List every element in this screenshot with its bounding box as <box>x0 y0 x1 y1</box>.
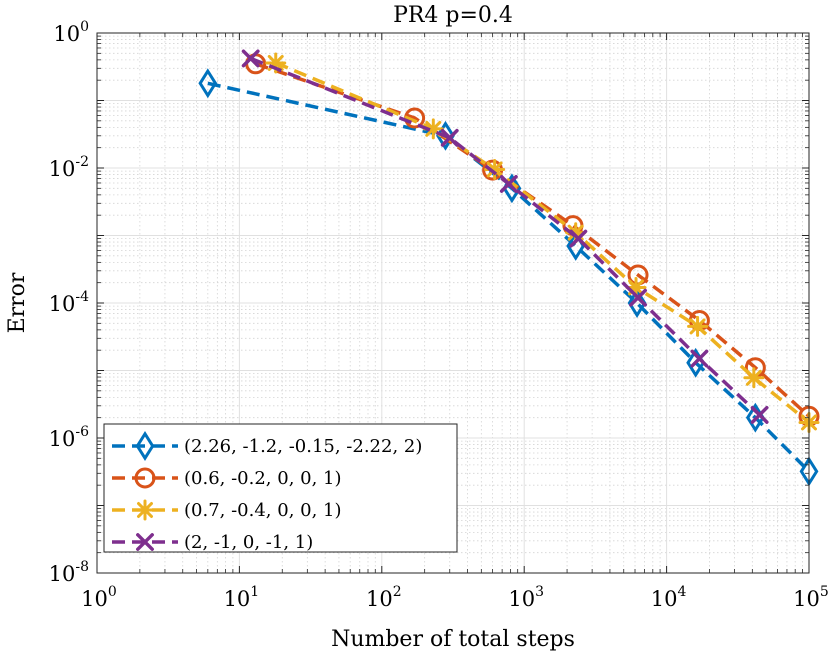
legend-label: (0.7, -0.4, 0, 0, 1) <box>184 500 342 521</box>
x-tick-label: 104 <box>651 584 687 611</box>
asterisk-marker <box>687 315 709 337</box>
tick-base: 10 <box>49 427 76 451</box>
legend-entry: (0.7, -0.4, 0, 0, 1) <box>112 499 342 521</box>
diamond-marker <box>198 68 218 99</box>
tick-base: 10 <box>651 587 678 611</box>
tick-base: 10 <box>53 22 80 46</box>
legend-label: (2.26, -1.2, -0.15, -2.22, 2) <box>184 436 422 457</box>
series-layer <box>198 49 820 487</box>
tick-exponent: -8 <box>75 559 89 575</box>
cross-marker <box>440 128 459 147</box>
tick-exponent: 4 <box>678 584 687 600</box>
asterisk-stroke <box>745 369 762 386</box>
tick-base: 10 <box>49 157 76 181</box>
x-tick-label: 101 <box>224 584 260 611</box>
cross-stroke <box>136 533 154 551</box>
cross-marker <box>569 229 588 248</box>
diamond-shape <box>198 68 218 99</box>
cross-stroke <box>750 405 769 424</box>
asterisk-stroke <box>486 161 503 178</box>
legend-label: (0.6, -0.2, 0, 0, 1) <box>184 468 342 489</box>
series-markers-4 <box>241 49 769 424</box>
x-tick-label: 102 <box>366 584 402 611</box>
y-tick-label: 10-2 <box>49 154 89 181</box>
legend-entry: (0.6, -0.2, 0, 0, 1) <box>112 467 342 489</box>
tick-exponent: 0 <box>80 19 89 35</box>
cross-stroke <box>499 175 518 193</box>
asterisk-marker <box>743 367 765 389</box>
cross-stroke <box>690 349 709 368</box>
tick-exponent: -2 <box>75 154 89 170</box>
tick-base: 10 <box>49 562 76 586</box>
diamond-shape <box>627 288 647 318</box>
tick-base: 10 <box>366 587 393 611</box>
series-line-1 <box>207 81 811 473</box>
tick-exponent: 5 <box>820 584 829 600</box>
tick-exponent: -4 <box>75 289 89 305</box>
x-axis-label: Number of total steps <box>331 627 575 652</box>
y-tick-label: 10-6 <box>49 424 89 451</box>
cross-marker <box>750 405 769 424</box>
cross-marker <box>690 349 709 368</box>
y-axis-label: Error <box>5 272 30 333</box>
diamond-shape <box>135 431 155 461</box>
tick-marks <box>96 32 810 574</box>
diamond-shape <box>436 120 455 151</box>
legend-entry: (2, -1, 0, -1, 1) <box>112 532 313 553</box>
diamond-marker <box>135 431 155 461</box>
tick-base: 10 <box>508 587 535 611</box>
cross-stroke <box>569 229 588 248</box>
cross-marker <box>136 533 154 551</box>
cross-marker <box>241 49 260 68</box>
x-tick-labels: 100 101 102 103 104 105 <box>81 584 829 611</box>
tick-base: 10 <box>49 292 76 316</box>
tick-exponent: -6 <box>75 424 89 440</box>
tick-exponent: 3 <box>535 584 544 600</box>
asterisk-marker <box>134 499 156 521</box>
x-tick-label: 103 <box>508 584 544 611</box>
legend: (2.26, -1.2, -0.15, -2.22, 2) (0.6, -0.2,… <box>103 423 458 553</box>
circle-shape <box>134 467 156 489</box>
chart-title: PR4 p=0.4 <box>393 3 513 28</box>
y-tick-label: 100 <box>53 19 89 46</box>
asterisk-stroke <box>425 120 442 137</box>
tick-exponent: 2 <box>393 584 402 600</box>
circle-marker <box>134 467 156 489</box>
x-tick-label: 105 <box>793 584 829 611</box>
legend-label: (2, -1, 0, -1, 1) <box>184 532 313 553</box>
y-tick-label: 10-4 <box>49 289 89 316</box>
asterisk-stroke <box>567 224 584 241</box>
tick-exponent: 0 <box>108 584 117 600</box>
cross-stroke <box>440 128 459 147</box>
x-tick-label: 100 <box>81 584 117 611</box>
asterisk-stroke <box>689 318 706 335</box>
tick-base: 10 <box>81 587 108 611</box>
cross-marker <box>499 175 518 193</box>
diamond-marker <box>436 120 455 151</box>
cross-stroke <box>241 49 260 68</box>
cross-stroke <box>629 288 647 307</box>
diamond-marker <box>627 288 647 318</box>
asterisk-stroke <box>137 502 153 518</box>
tick-base: 10 <box>224 587 251 611</box>
tick-base: 10 <box>793 587 820 611</box>
legend-entry: (2.26, -1.2, -0.15, -2.22, 2) <box>112 431 422 461</box>
tick-exponent: 1 <box>250 584 259 600</box>
y-tick-label: 10-8 <box>49 559 89 586</box>
cross-marker <box>629 288 647 307</box>
